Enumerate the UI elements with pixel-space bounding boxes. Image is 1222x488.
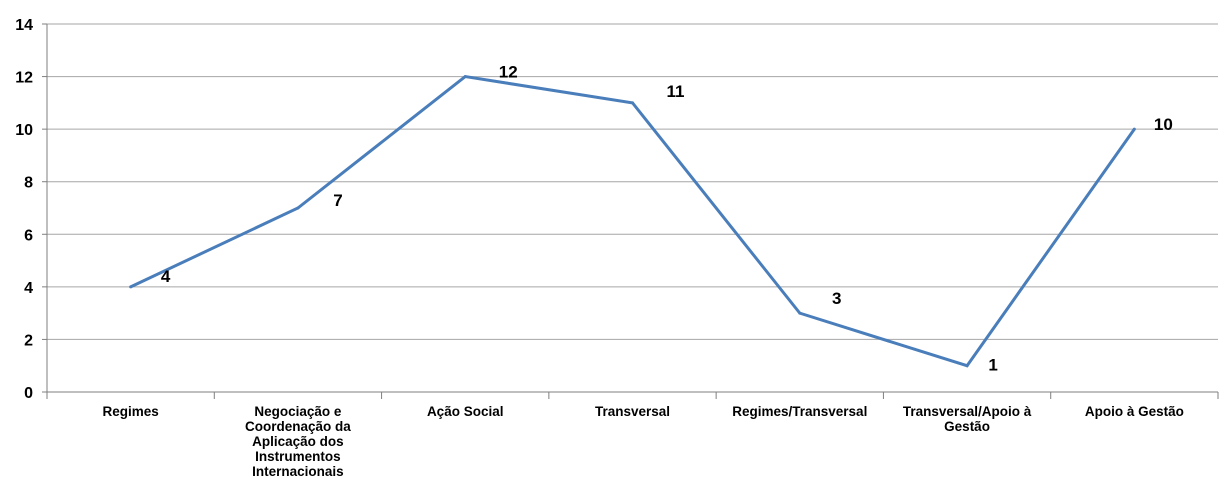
data-point: [965, 364, 969, 368]
y-tick-label: 2: [24, 332, 33, 349]
y-tick-label: 14: [15, 17, 33, 34]
data-label: 1: [988, 356, 997, 375]
x-category-label: Transversal/Apoio à Gestão: [902, 404, 1032, 434]
series-line: [130, 74, 1136, 368]
data-point: [631, 101, 634, 105]
x-category-label: Regimes/Transversal: [732, 404, 868, 419]
data-label: 4: [161, 267, 171, 286]
data-point: [798, 311, 802, 315]
x-category-label: Negociação e Coordenação da Aplicação do…: [245, 404, 351, 479]
data-label: 11: [667, 82, 685, 101]
data-point: [1132, 127, 1136, 131]
y-tick-label: 10: [15, 122, 33, 139]
data-point: [463, 75, 467, 79]
x-category-label: Regimes: [102, 404, 159, 419]
data-label: 10: [1154, 115, 1173, 134]
data-label: 3: [832, 289, 841, 308]
data-point: [129, 285, 133, 289]
data-point: [296, 206, 300, 210]
data-label: 7: [333, 191, 342, 210]
y-tick-label: 12: [15, 70, 33, 87]
x-category-label: Ação Social: [426, 404, 504, 419]
x-category-label: Transversal: [594, 404, 671, 419]
y-tick-label: 0: [24, 385, 33, 402]
y-tick-label: 4: [24, 280, 33, 297]
x-category-label: Apoio à Gestão: [1084, 404, 1184, 419]
y-tick-label: 8: [24, 175, 33, 192]
data-label: 12: [499, 63, 518, 82]
y-tick-label: 6: [24, 227, 33, 244]
